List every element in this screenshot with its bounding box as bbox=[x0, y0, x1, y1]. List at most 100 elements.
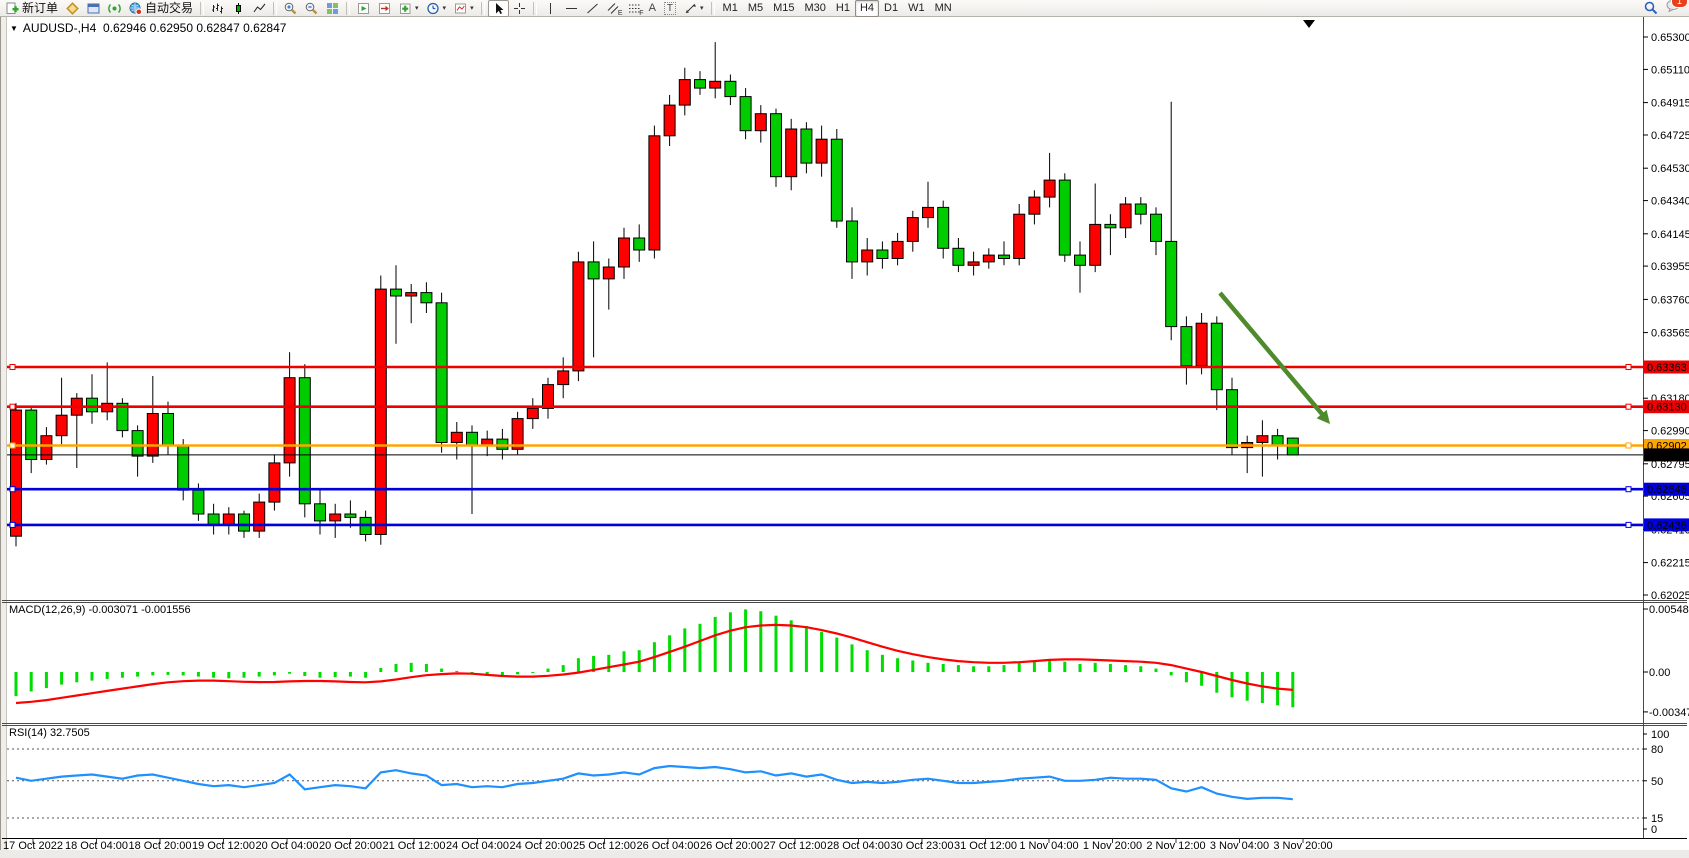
svg-text:2 Nov 12:00: 2 Nov 12:00 bbox=[1146, 840, 1205, 852]
svg-text:27 Oct 12:00: 27 Oct 12:00 bbox=[764, 840, 827, 852]
arrow-shapes-icon bbox=[685, 3, 696, 13]
price-axis: 0.65300 0.65110 0.64915 0.64725 0.64530 0.643… bbox=[1643, 32, 1689, 602]
tab-timeframe-m5[interactable]: M5 bbox=[747, 1, 764, 14]
tile-windows-icon bbox=[327, 2, 339, 14]
tab-timeframe-m30[interactable]: M30 bbox=[804, 1, 826, 14]
hline-handle[interactable] bbox=[9, 486, 16, 493]
market-watch-button[interactable] bbox=[83, 0, 104, 17]
periods-button[interactable]: ▾ bbox=[423, 0, 451, 17]
toolbar-separator bbox=[346, 1, 351, 15]
add-indicator-icon bbox=[400, 3, 411, 14]
hline-handle[interactable] bbox=[1625, 403, 1632, 410]
svg-text:0.63760: 0.63760 bbox=[1651, 294, 1689, 306]
svg-text:24 Oct 20:00: 24 Oct 20:00 bbox=[510, 840, 573, 852]
toolbar-separator bbox=[710, 1, 715, 15]
hline-handle[interactable] bbox=[9, 364, 16, 370]
hline-handle[interactable] bbox=[1625, 364, 1632, 370]
vertical-line-icon bbox=[549, 2, 551, 14]
tab-timeframe-h1[interactable]: H1 bbox=[835, 1, 850, 14]
clock-icon bbox=[426, 2, 439, 14]
svg-text:1 Nov 20:00: 1 Nov 20:00 bbox=[1083, 840, 1142, 852]
tab-timeframe-h4[interactable]: H4 bbox=[854, 0, 880, 17]
tab-timeframe-d1[interactable]: D1 bbox=[884, 1, 899, 14]
fibonacci-tool-button[interactable]: F bbox=[624, 0, 645, 17]
hline-handle[interactable] bbox=[1625, 442, 1632, 449]
hline-handle[interactable] bbox=[9, 403, 16, 410]
svg-text:0.62847: 0.62847 bbox=[1647, 450, 1687, 462]
mql5-button[interactable] bbox=[62, 0, 83, 17]
tab-timeframe-w1[interactable]: W1 bbox=[908, 1, 925, 14]
signals-button[interactable] bbox=[104, 0, 125, 17]
vertical-line-tool-button[interactable] bbox=[540, 0, 561, 17]
auto-trading-button[interactable]: 自动交易 bbox=[125, 0, 197, 17]
svg-text:0.64530: 0.64530 bbox=[1651, 163, 1689, 175]
svg-text:0.64725: 0.64725 bbox=[1651, 130, 1689, 142]
arrows-tool-button[interactable]: ▾ bbox=[680, 0, 708, 17]
channel-sub-glyph: E bbox=[617, 9, 623, 17]
svg-text:0.64915: 0.64915 bbox=[1651, 98, 1689, 110]
line-chart-mode-button[interactable] bbox=[249, 0, 270, 17]
crosshair-tool-button[interactable] bbox=[509, 0, 530, 17]
time-axis[interactable]: 17 Oct 2022 18 Oct 04:00 18 Oct 20:00 19 Oc… bbox=[3, 838, 1333, 853]
bar-chart-mode-button[interactable] bbox=[207, 0, 228, 17]
line-chart-icon bbox=[253, 3, 266, 12]
notification-count-badge: 1 bbox=[1671, 0, 1688, 8]
svg-text:100: 100 bbox=[1651, 729, 1669, 741]
tab-timeframe-m15[interactable]: M15 bbox=[773, 1, 795, 14]
window-frame bbox=[0, 17, 1689, 858]
svg-text:25 Oct 12:00: 25 Oct 12:00 bbox=[573, 840, 636, 852]
svg-text:0.63565: 0.63565 bbox=[1651, 328, 1689, 340]
chevron-down-icon: ▾ bbox=[415, 4, 419, 12]
cursor-tool-button[interactable] bbox=[487, 0, 509, 17]
toolbar-separator bbox=[200, 1, 205, 15]
tab-timeframe-m1[interactable]: M1 bbox=[722, 1, 738, 14]
macd-indicator-label: MACD(12,26,9) -0.003071 -0.001556 bbox=[9, 604, 191, 616]
zoom-in-button[interactable] bbox=[280, 0, 301, 17]
horizontal-line-icon bbox=[565, 7, 577, 9]
search-icon[interactable] bbox=[1644, 1, 1658, 15]
trend-arrow-annotation[interactable] bbox=[1218, 291, 1330, 424]
zoom-out-icon bbox=[305, 2, 318, 14]
signal-waves-icon bbox=[108, 3, 121, 13]
svg-text:0.62990: 0.62990 bbox=[1651, 426, 1689, 438]
symbol-dropdown-icon[interactable]: ▼ bbox=[10, 24, 18, 33]
svg-text:-0.003479: -0.003479 bbox=[1649, 707, 1689, 719]
svg-text:0.62795: 0.62795 bbox=[1651, 459, 1689, 471]
new-order-button[interactable]: 新订单 bbox=[2, 0, 62, 17]
text-label-tool-button[interactable]: T bbox=[660, 0, 680, 17]
hline-handle[interactable] bbox=[9, 442, 16, 449]
svg-text:20 Oct 20:00: 20 Oct 20:00 bbox=[319, 840, 382, 852]
templates-button[interactable]: ▾ bbox=[450, 0, 478, 17]
add-indicator-button[interactable]: ▾ bbox=[395, 0, 423, 17]
rsi-indicator-label: RSI(14) 32.7505 bbox=[9, 727, 90, 739]
notifications-button[interactable]: 1 bbox=[1666, 0, 1688, 17]
zoom-out-button[interactable] bbox=[301, 0, 322, 17]
tile-windows-button[interactable] bbox=[322, 0, 343, 17]
channel-tool-button[interactable]: E bbox=[603, 0, 624, 17]
svg-text:20 Oct 04:00: 20 Oct 04:00 bbox=[256, 840, 319, 852]
trendline-tool-button[interactable] bbox=[582, 0, 603, 17]
svg-text:0.64145: 0.64145 bbox=[1651, 229, 1689, 241]
svg-text:30 Oct 23:00: 30 Oct 23:00 bbox=[891, 840, 954, 852]
price-badge bbox=[1644, 518, 1689, 532]
svg-text:18 Oct 20:00: 18 Oct 20:00 bbox=[129, 840, 192, 852]
hline-handle[interactable] bbox=[9, 521, 16, 528]
ohlc-bars-icon bbox=[212, 3, 224, 13]
macd-layer: 0.005489 0.00 -0.003479 bbox=[14, 604, 1689, 719]
hline-handle[interactable] bbox=[1625, 486, 1632, 493]
auto-trading-label: 自动交易 bbox=[145, 0, 194, 15]
chart-shift-marker[interactable] bbox=[1303, 20, 1315, 28]
hline-handle[interactable] bbox=[1625, 521, 1632, 528]
text-tool-button[interactable]: A bbox=[645, 0, 660, 17]
horizontal-line-tool-button[interactable] bbox=[561, 0, 582, 17]
rsi-line bbox=[15, 764, 1293, 801]
cursor-arrow-icon bbox=[495, 2, 504, 14]
svg-text:0.005489: 0.005489 bbox=[1649, 604, 1689, 616]
auto-scroll-button[interactable] bbox=[353, 0, 374, 17]
svg-text:0.65300: 0.65300 bbox=[1651, 32, 1689, 44]
chart-shift-button[interactable] bbox=[374, 0, 395, 17]
chart-template-icon bbox=[455, 3, 467, 13]
candlestick-mode-button[interactable] bbox=[228, 0, 249, 17]
tab-timeframe-mn[interactable]: MN bbox=[934, 1, 952, 14]
